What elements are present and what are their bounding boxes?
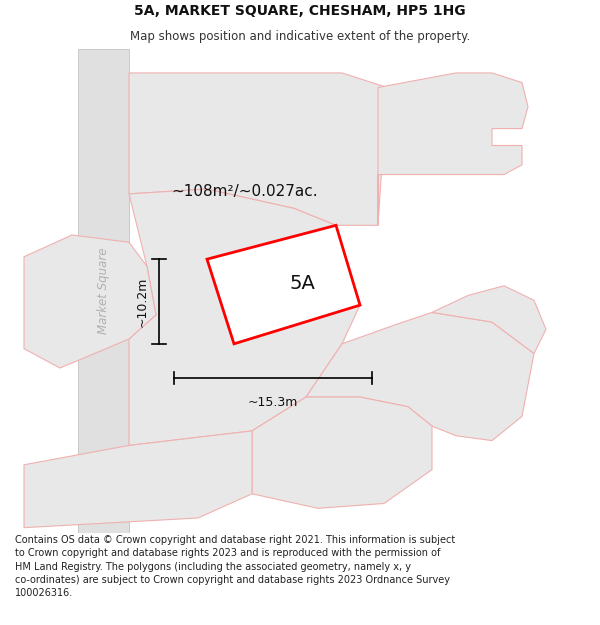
Polygon shape: [207, 226, 360, 344]
Polygon shape: [24, 235, 156, 368]
Text: ~15.3m: ~15.3m: [248, 396, 298, 409]
Text: ~10.2m: ~10.2m: [135, 276, 148, 327]
Polygon shape: [129, 73, 387, 226]
Polygon shape: [432, 286, 546, 354]
Text: Market Square: Market Square: [97, 248, 110, 334]
Text: 5A: 5A: [289, 274, 315, 293]
Text: ~108m²/~0.027ac.: ~108m²/~0.027ac.: [171, 184, 317, 199]
Polygon shape: [378, 73, 528, 226]
Polygon shape: [306, 312, 534, 441]
Text: Map shows position and indicative extent of the property.: Map shows position and indicative extent…: [130, 30, 470, 43]
Polygon shape: [24, 431, 252, 528]
Polygon shape: [129, 189, 360, 446]
Text: 5A, MARKET SQUARE, CHESHAM, HP5 1HG: 5A, MARKET SQUARE, CHESHAM, HP5 1HG: [134, 4, 466, 18]
Polygon shape: [78, 49, 129, 532]
Text: Contains OS data © Crown copyright and database right 2021. This information is : Contains OS data © Crown copyright and d…: [15, 535, 455, 598]
Polygon shape: [252, 397, 432, 508]
